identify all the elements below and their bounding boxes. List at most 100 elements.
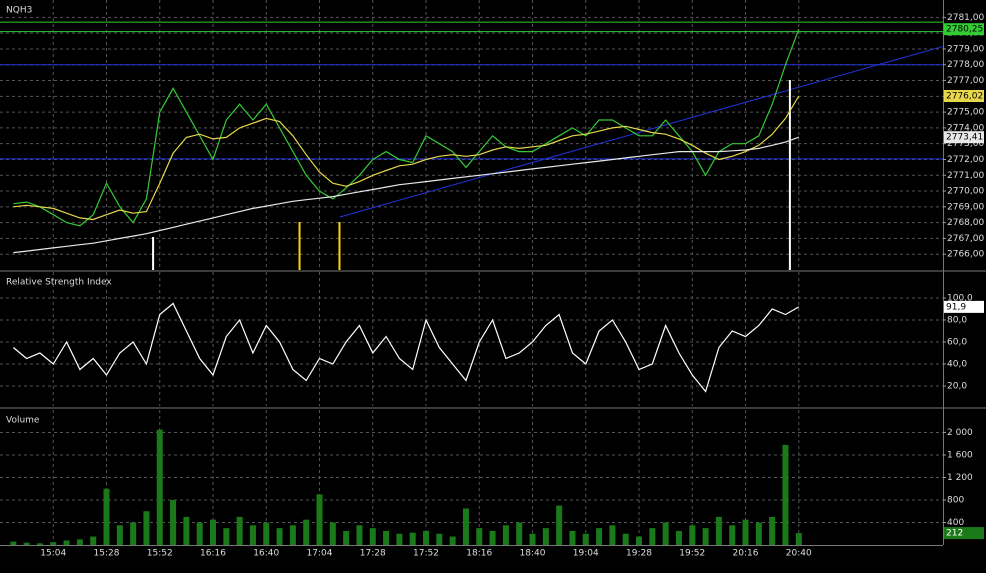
x-tick-label: 15:04 xyxy=(40,549,66,559)
volume-bar xyxy=(210,519,217,545)
volume-bar xyxy=(542,528,549,545)
volume-bar xyxy=(782,444,789,545)
y-tick-label: 2767,00 xyxy=(947,234,984,244)
volume-bar xyxy=(742,519,749,545)
volume-bar xyxy=(622,533,629,545)
trend-line xyxy=(339,45,944,218)
volume-bar xyxy=(729,525,736,545)
volume-bar xyxy=(689,525,696,545)
y-tick-label: 2777,00 xyxy=(947,76,984,86)
panel-title: Volume xyxy=(6,416,40,426)
last-value-label: 212 xyxy=(946,529,963,539)
y-tick-label: 2778,00 xyxy=(947,60,984,70)
volume-bar xyxy=(369,528,376,545)
volume-bar xyxy=(649,528,656,545)
x-tick-label: 19:04 xyxy=(573,549,599,559)
series-line xyxy=(13,95,800,221)
volume-bar xyxy=(143,511,150,545)
volume-bar xyxy=(90,536,97,545)
volume-bar xyxy=(289,525,296,545)
x-tick-label: 17:52 xyxy=(413,549,439,559)
volume-bar xyxy=(502,525,509,545)
volume-bar xyxy=(156,429,163,545)
y-tick-label: 80,0 xyxy=(947,315,967,325)
y-tick-label: 400 xyxy=(947,518,964,528)
volume-bar xyxy=(636,536,643,545)
x-tick-label: 15:52 xyxy=(147,549,173,559)
y-tick-label: 60,0 xyxy=(947,337,967,347)
volume-bar xyxy=(303,519,310,545)
volume-bar xyxy=(36,543,43,545)
last-value-box xyxy=(944,527,984,540)
series-line xyxy=(12,302,800,393)
volume-bar xyxy=(383,530,390,545)
y-tick-label: 1 600 xyxy=(947,451,973,461)
volume-bar xyxy=(529,533,536,545)
x-tick-label: 18:16 xyxy=(466,549,492,559)
panel-title: Relative Strength Index xyxy=(6,278,112,288)
volume-bar xyxy=(449,536,456,545)
y-tick-label: 2774,00 xyxy=(947,123,984,133)
volume-bar xyxy=(116,525,123,545)
y-tick-label: 20,0 xyxy=(947,381,967,391)
x-tick-label: 17:04 xyxy=(307,549,333,559)
volume-bar xyxy=(196,522,203,545)
volume-bar xyxy=(236,516,243,545)
volume-bar xyxy=(356,525,363,545)
volume-bar xyxy=(263,522,270,545)
x-tick-label: 19:52 xyxy=(679,549,705,559)
x-tick-label: 18:40 xyxy=(520,549,546,559)
volume-bar xyxy=(170,500,177,545)
volume-bar xyxy=(276,528,283,545)
volume-bar xyxy=(556,505,563,545)
volume-bar xyxy=(715,516,722,545)
x-tick-label: 15:28 xyxy=(94,549,120,559)
volume-bar xyxy=(409,532,416,545)
x-tick-label: 20:40 xyxy=(786,549,812,559)
volume-bar xyxy=(249,525,256,545)
volume-bar xyxy=(10,541,17,545)
y-tick-label: 2772,00 xyxy=(947,155,984,165)
y-tick-label: 2766,00 xyxy=(947,250,984,260)
volume-bar xyxy=(130,522,137,545)
volume-bar xyxy=(769,516,776,545)
volume-bar xyxy=(582,533,589,545)
y-tick-label: 2771,00 xyxy=(947,171,984,181)
volume-bar xyxy=(50,542,57,545)
volume-bar xyxy=(489,530,496,545)
volume-bar xyxy=(609,525,616,545)
volume-bar xyxy=(702,528,709,545)
volume-bar xyxy=(423,530,430,545)
volume-bar xyxy=(103,488,110,545)
volume-bar xyxy=(755,522,762,545)
x-tick-label: 16:40 xyxy=(253,549,279,559)
volume-bar xyxy=(675,530,682,545)
y-tick-label: 1 200 xyxy=(947,473,973,483)
volume-bar xyxy=(596,528,603,545)
volume-bar xyxy=(396,533,403,545)
volume-bar xyxy=(63,540,70,545)
x-tick-label: 20:16 xyxy=(733,549,759,559)
y-tick-label: 100,0 xyxy=(947,293,973,303)
volume-bar xyxy=(462,508,469,545)
y-tick-label: 2779,00 xyxy=(947,44,984,54)
x-tick-label: 16:16 xyxy=(200,549,226,559)
last-value-label: 91,9 xyxy=(946,302,966,312)
volume-bar xyxy=(662,522,669,545)
x-tick-label: 17:28 xyxy=(360,549,386,559)
panel-title: NQH3 xyxy=(6,6,32,16)
volume-bar xyxy=(795,533,802,545)
y-tick-label: 40,0 xyxy=(947,359,967,369)
y-tick-label: 2768,00 xyxy=(947,218,984,228)
last-value-label: 2773,41 xyxy=(946,133,983,143)
volume-bar xyxy=(436,533,443,545)
volume-bar xyxy=(76,539,83,545)
volume-bar xyxy=(516,522,523,545)
last-value-box xyxy=(944,90,984,102)
last-value-label: 2780,25 xyxy=(946,25,983,35)
last-value-box xyxy=(944,131,984,144)
y-tick-label: 2775,00 xyxy=(947,108,984,118)
